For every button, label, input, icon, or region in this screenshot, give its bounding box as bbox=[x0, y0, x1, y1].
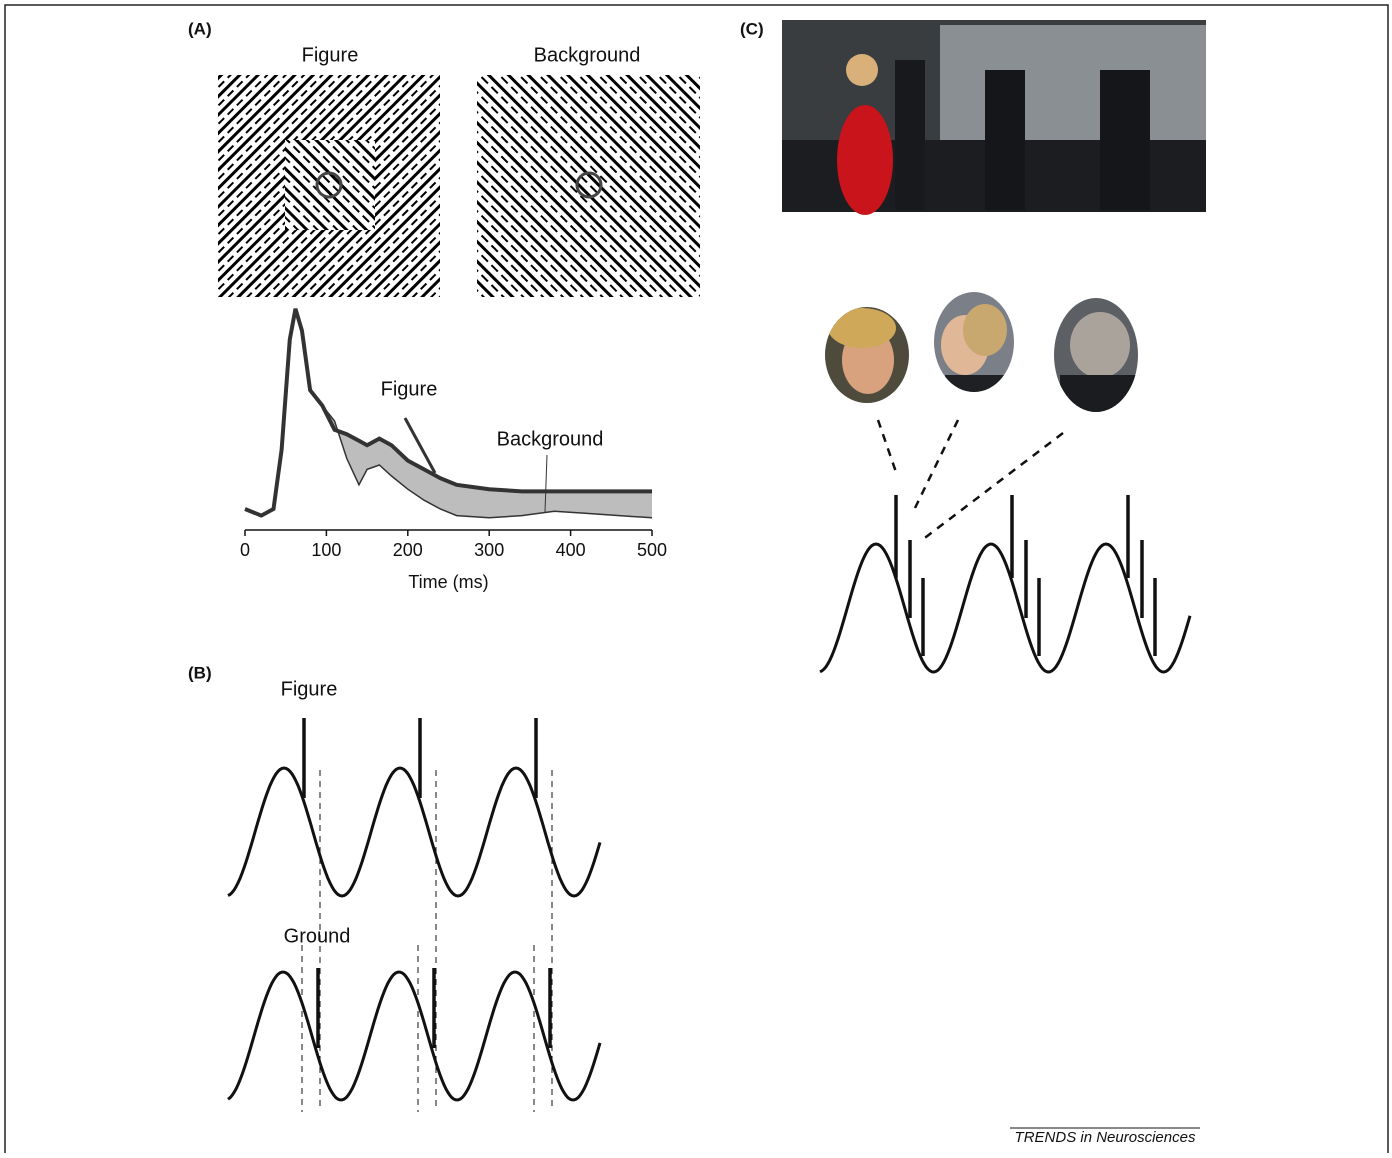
texture-title: Background bbox=[534, 44, 641, 66]
connector bbox=[878, 420, 1063, 540]
oscillation bbox=[228, 768, 600, 896]
wave-label: Figure bbox=[281, 678, 338, 700]
texture-figure bbox=[218, 75, 440, 297]
texture-background bbox=[477, 75, 700, 297]
panel-label: (A) bbox=[188, 19, 212, 38]
footer: TRENDS in Neurosciences bbox=[1015, 1129, 1196, 1146]
panel-label: (B) bbox=[188, 663, 212, 682]
panel-label: (C) bbox=[740, 19, 764, 38]
scene-photo bbox=[782, 20, 1206, 215]
x-tick-label: 500 bbox=[637, 540, 667, 560]
x-tick-label: 0 bbox=[240, 540, 250, 560]
series-label: Background bbox=[497, 428, 604, 450]
x-tick-label: 400 bbox=[556, 540, 586, 560]
series-label: Figure bbox=[381, 378, 438, 400]
figure: (A) Figure Background (B) Figure Ground … bbox=[0, 0, 1392, 1153]
x-axis-label: Time (ms) bbox=[408, 572, 488, 592]
face-closeups bbox=[820, 290, 1145, 415]
oscillation bbox=[820, 544, 1190, 672]
x-tick-label: 300 bbox=[474, 540, 504, 560]
texture-title: Figure bbox=[302, 44, 359, 66]
oscillation bbox=[228, 972, 600, 1100]
wave-label: Ground bbox=[284, 925, 351, 947]
x-tick-label: 200 bbox=[393, 540, 423, 560]
x-tick-label: 100 bbox=[311, 540, 341, 560]
difference-area bbox=[245, 309, 652, 518]
